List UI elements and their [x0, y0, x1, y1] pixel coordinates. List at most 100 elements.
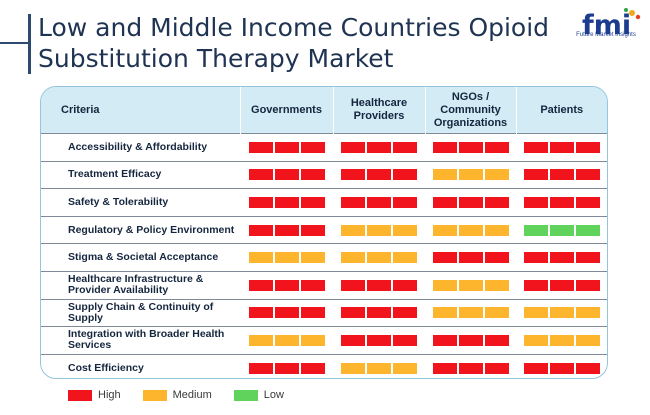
rating-block [341, 141, 365, 153]
rating-block [300, 141, 325, 153]
rating-block [575, 224, 600, 236]
rating-block [484, 252, 509, 264]
rating-cell [240, 133, 333, 162]
rating-cell [425, 133, 516, 162]
legend-item-low: Low [233, 389, 284, 401]
rating-cell [333, 188, 425, 217]
legend: High Medium Low [68, 389, 306, 401]
rating-block [341, 224, 365, 236]
title-accent-line [0, 42, 28, 44]
rating-block [523, 307, 548, 319]
rating-block [432, 334, 457, 346]
rating-block [367, 279, 391, 291]
rating-cell [333, 298, 425, 327]
criterion-label: Integration with Broader Health Services [41, 326, 240, 355]
rating-block [274, 279, 299, 291]
rating-block [484, 141, 509, 153]
rating-block [575, 169, 600, 181]
rating-medium-indicator [240, 334, 333, 346]
rating-block [432, 169, 457, 181]
rating-block [393, 279, 417, 291]
rating-block [341, 307, 365, 319]
table-row: Integration with Broader Health Services [41, 326, 607, 355]
page-title: Low and Middle Income Countries Opioid S… [38, 13, 550, 73]
rating-block [341, 334, 365, 346]
rating-block [300, 224, 325, 236]
rating-low-indicator [516, 224, 607, 236]
rating-cell [516, 243, 607, 272]
rating-cell [425, 243, 516, 272]
rating-block [248, 334, 273, 346]
rating-block [274, 334, 299, 346]
rating-block [393, 169, 417, 181]
rating-block [458, 169, 483, 181]
table-row: Regulatory & Policy Environment [41, 215, 607, 244]
rating-block [300, 169, 325, 181]
rating-block [575, 307, 600, 319]
ratings-table-panel: Criteria Governments Healthcare Providers N… [40, 86, 608, 379]
legend-label: Medium [172, 389, 212, 401]
table-row: Supply Chain & Continuity of Supply [41, 298, 607, 327]
rating-medium-indicator [425, 169, 516, 181]
table-row: Treatment Efficacy [41, 160, 607, 189]
rating-block [248, 252, 273, 264]
rating-block [341, 169, 365, 181]
rating-block [367, 307, 391, 319]
rating-block [432, 196, 457, 208]
rating-block [300, 307, 325, 319]
rating-block [367, 224, 391, 236]
rating-block [575, 362, 600, 374]
rating-block [549, 307, 574, 319]
rating-block [432, 252, 457, 264]
rating-block [484, 362, 509, 374]
rating-block [341, 196, 365, 208]
rating-block [523, 169, 548, 181]
column-header-patients: Patients [516, 87, 607, 134]
table-header-row: Criteria Governments Healthcare Providers N… [41, 87, 607, 134]
rating-block [341, 279, 365, 291]
rating-high-indicator [425, 252, 516, 264]
rating-block [549, 279, 574, 291]
rating-medium-indicator [425, 307, 516, 319]
rating-block [432, 362, 457, 374]
ratings-table: Criteria Governments Healthcare Providers N… [41, 87, 607, 378]
rating-block [549, 141, 574, 153]
rating-block [248, 169, 273, 181]
rating-block [367, 196, 391, 208]
rating-cell [425, 215, 516, 244]
rating-cell [425, 270, 516, 300]
rating-block [549, 169, 574, 181]
criterion-label: Healthcare Infrastructure & Provider Ava… [41, 270, 240, 300]
rating-block [549, 362, 574, 374]
rating-block [367, 141, 391, 153]
legend-item-high: High [68, 389, 121, 401]
rating-block [248, 196, 273, 208]
rating-block [484, 307, 509, 319]
rating-high-indicator [425, 362, 516, 374]
rating-cell [333, 243, 425, 272]
rating-high-indicator [240, 279, 333, 291]
rating-block [575, 196, 600, 208]
rating-block [274, 196, 299, 208]
legend-item-medium: Medium [142, 389, 212, 401]
rating-cell [425, 188, 516, 217]
rating-block [523, 334, 548, 346]
rating-block [432, 279, 457, 291]
rating-medium-indicator [333, 252, 425, 264]
rating-medium-indicator [425, 224, 516, 236]
rating-high-indicator [516, 362, 607, 374]
rating-block [367, 252, 391, 264]
rating-block [549, 252, 574, 264]
rating-block [300, 279, 325, 291]
rating-cell [240, 298, 333, 327]
legend-swatch [233, 389, 258, 401]
rating-high-indicator [516, 141, 607, 153]
rating-block [484, 334, 509, 346]
rating-cell [240, 353, 333, 378]
rating-high-indicator [240, 196, 333, 208]
rating-high-indicator [425, 141, 516, 153]
rating-medium-indicator [516, 307, 607, 319]
rating-high-indicator [516, 279, 607, 291]
rating-block [367, 334, 391, 346]
rating-cell [516, 298, 607, 327]
